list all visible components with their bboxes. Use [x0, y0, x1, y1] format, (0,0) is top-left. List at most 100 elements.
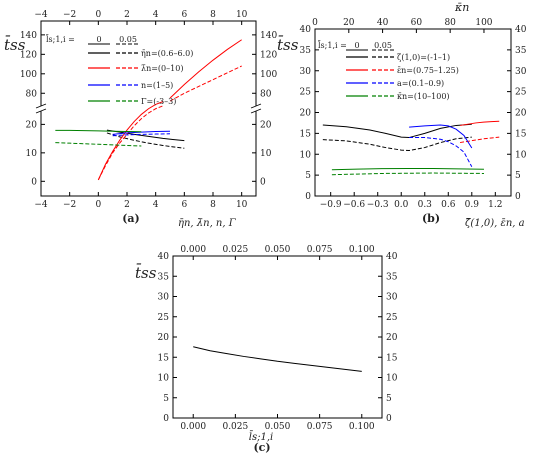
panel-b-series-line — [409, 137, 473, 168]
panel-b-y-tick-label: 15 — [300, 129, 312, 139]
panel-c-y-tick-label-right: 10 — [386, 374, 398, 384]
panel-c-y-tick-label-right: 0 — [386, 414, 392, 424]
panel-b-x-tick-label: 0.0 — [394, 200, 409, 210]
panel-b-y-tick-label: 5 — [305, 171, 311, 181]
panel-b-y-tick-label-right: 5 — [515, 171, 521, 181]
panel-a-label: (a) — [122, 212, 140, 225]
panel-c-y-tick-label-right: 30 — [386, 293, 398, 303]
panel-a-y-tick-label: 140 — [20, 31, 37, 41]
panel-b-series-line — [331, 167, 484, 171]
panel-c-series — [193, 346, 362, 372]
panel-b-y-tick-label: 10 — [300, 150, 312, 160]
legend-entry-label: a=(0.1–0.9) — [397, 79, 444, 88]
panel-b-top-axis-label: κ̄n — [454, 1, 469, 14]
panel-c-y-tick-label: 30 — [158, 293, 170, 303]
panel-b-top-tick-label: 40 — [377, 18, 389, 28]
panel-c-y-tick-label-right: 20 — [386, 333, 398, 343]
panel-b-x-tick-label: 1.2 — [488, 200, 502, 210]
panel-c-y-tick-label: 10 — [158, 374, 170, 384]
panel-a-y-tick-label-right: 120 — [260, 50, 277, 60]
panel-c-top-tick-label: 0.000 — [180, 245, 206, 255]
legend-entry-label: κ̄n=(10–100) — [397, 92, 450, 101]
legend-header-value: 0 — [354, 41, 359, 50]
panel-a-y-tick-label-right: 20 — [260, 120, 272, 130]
panel-b-y-tick-label-right: 20 — [515, 109, 527, 119]
panel-b: −0.9 −0.6 −0.3 0.0 0.3 0.6 0.9 1.20 20 40 60 80 1000… — [277, 1, 527, 229]
panel-c: 0.000 0.000 0.025 0.025 0.050 0.050 0.075 0.075… — [135, 245, 398, 454]
panel-a-y-tick-label-right: 0 — [260, 177, 266, 187]
legend-entry-label: n=(1–5) — [141, 81, 173, 90]
panel-b-series-line — [322, 136, 472, 151]
legend-header-value: 0.05 — [119, 35, 137, 44]
panel-b-y-tick-label-right: 35 — [515, 46, 527, 56]
legend-entry-label: ε̄n=(0.75–1.25) — [397, 66, 459, 75]
panel-b-y-tick-label-right: 40 — [515, 25, 527, 35]
panel-b-series — [322, 120, 500, 176]
panel-a-break-mark — [250, 108, 262, 114]
panel-a-y-tick-label: 120 — [20, 50, 37, 60]
panel-b-x-tick-label: −0.9 — [320, 200, 342, 210]
panel-a-series-line — [106, 129, 185, 142]
panel-b-y-tick-label-right: 0 — [515, 192, 521, 202]
panel-b-y-axis-label: t̄ss — [277, 36, 299, 54]
panel-c-y-tick-label-right: 25 — [386, 313, 398, 323]
panel-a-y-tick-label: 10 — [26, 149, 38, 159]
panel-b-y-tick-label: 0 — [305, 192, 311, 202]
panel-c-y-tick-label-right: 5 — [386, 394, 392, 404]
panel-c-x-tick-label: 0.050 — [265, 422, 291, 432]
panel-b-series-line — [331, 172, 484, 176]
panel-a-top-tick-label: −4 — [34, 10, 48, 20]
panel-a-legend-entries: η̄n=(0.6–6.0) λ̄n=(0–10) n=(1–5) Γ=(-3–3) — [88, 43, 193, 106]
panel-b-y-tick-label: 35 — [300, 46, 312, 56]
panel-b-y-tick-label: 30 — [300, 67, 312, 77]
panel-b-top-tick-label: 60 — [411, 18, 423, 28]
panel-a-y-tick-label: 20 — [26, 120, 38, 130]
panel-a-break-mark — [35, 103, 47, 109]
panel-a-top-tick-label: 0 — [95, 10, 101, 20]
panel-b-x-tick-label: −0.3 — [367, 200, 389, 210]
panel-b-legend: l̄s;1,i = 0 0.05 ζ̄(1,0)=(-1–1) ε̄n=(0.75… — [317, 40, 459, 101]
panel-c-ticks: 0.000 0.000 0.025 0.025 0.050 0.050 0.075 0.075… — [158, 245, 398, 432]
panel-b-x-tick-label: 0.3 — [418, 200, 433, 210]
panel-b-label: (b) — [422, 212, 440, 225]
legend-entry-label: Γ=(-3–3) — [141, 97, 176, 106]
panel-b-y-tick-label-right: 15 — [515, 129, 527, 139]
panel-a-y-axis-label: t̄ss — [4, 36, 26, 54]
legend-entry-label: λ̄n=(0–10) — [141, 64, 183, 73]
panel-c-y-tick-label: 5 — [163, 394, 169, 404]
panel-c-y-axis-label: t̄ss — [135, 264, 157, 282]
panel-a-axis-break-left — [37, 106, 46, 111]
panel-a-x-tick-label: −4 — [34, 200, 48, 210]
panel-a-y-tick-label-right: 10 — [260, 149, 272, 159]
panel-a-x-tick-label: 2 — [124, 200, 130, 210]
legend-entry-label: ζ̄(1,0)=(-1–1) — [397, 53, 450, 62]
panel-b-y-tick-label-right: 30 — [515, 67, 527, 77]
panel-a-series-line — [97, 105, 164, 181]
panel-a-x-tick-label: 0 — [95, 200, 101, 210]
panel-c-y-tick-label: 0 — [163, 414, 169, 424]
panel-c-y-tick-label-right: 40 — [386, 252, 398, 262]
panel-b-series-line — [322, 123, 472, 139]
panel-b-top-tick-label: 0 — [312, 18, 318, 28]
panel-c-top-tick-label: 0.050 — [265, 245, 291, 255]
panel-c-y-tick-label: 20 — [158, 333, 170, 343]
panel-b-y-tick-label: 25 — [300, 88, 312, 98]
panel-c-x-tick-label: 0.100 — [349, 422, 375, 432]
panel-a-series-line — [169, 65, 242, 102]
panel-a-top-tick-label: 4 — [153, 10, 159, 20]
panel-b-ticks: −0.9 −0.6 −0.3 0.0 0.3 0.6 0.9 1.20 20 40 60 80 1000… — [300, 18, 527, 210]
panel-a-y-tick-label: 0 — [31, 177, 37, 187]
panel-c-top-tick-label: 0.075 — [307, 245, 333, 255]
panel-b-y-tick-label-right: 25 — [515, 88, 527, 98]
panel-a-series-line — [97, 101, 164, 181]
panel-a-break-mark — [35, 108, 47, 114]
legend-header-value: 0 — [96, 35, 101, 44]
panel-a-x-axis-label: η̄n, λ̄n, n, Γ — [178, 218, 237, 229]
panel-b-x-tick-label: 0.6 — [441, 200, 456, 210]
legend-header-param: l̄s;1,i = — [317, 40, 347, 50]
panel-c-y-tick-label: 15 — [158, 353, 170, 363]
panel-b-legend-entries: ζ̄(1,0)=(-1–1) ε̄n=(0.75–1.25) a=(0.1–0.9)… — [346, 49, 459, 101]
